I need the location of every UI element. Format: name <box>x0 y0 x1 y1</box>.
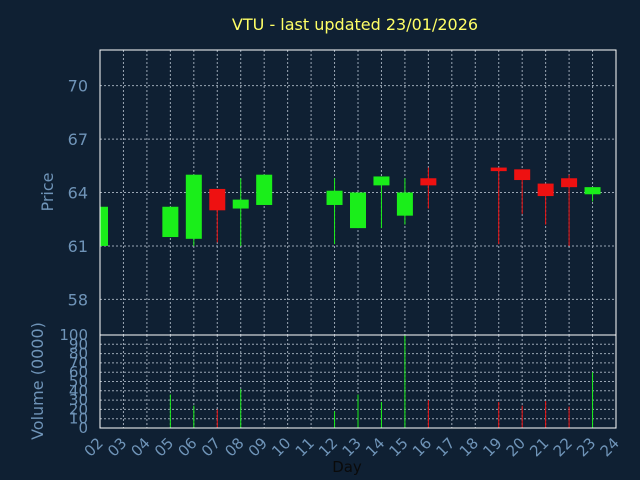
chart-title: VTU - last updated 23/01/2026 <box>232 15 478 34</box>
volume-tick-label: 40 <box>69 382 88 400</box>
candle-body-09 <box>256 174 273 205</box>
volume-tick-label: 50 <box>69 373 88 391</box>
candle-body-07 <box>209 188 226 211</box>
candle-body-16 <box>420 178 437 186</box>
volume-tick-label: 70 <box>69 354 88 372</box>
candle-body-23 <box>584 187 601 195</box>
candle-body-02 <box>100 206 108 246</box>
volume-tick-label: 10 <box>69 410 88 428</box>
candle-body-08 <box>232 199 249 209</box>
candle-body-12 <box>326 190 343 205</box>
candle-body-15 <box>396 192 413 216</box>
volume-panel-frame <box>99 334 617 429</box>
candle-body-19 <box>490 167 507 172</box>
price-tick-label: 70 <box>68 77 88 96</box>
price-axis-label: Price <box>38 172 57 211</box>
price-tick-label: 67 <box>68 130 88 149</box>
price-tick-label: 64 <box>68 184 88 203</box>
candle-body-13 <box>350 192 366 229</box>
price-tick-label: 58 <box>68 290 88 309</box>
candle-body-05 <box>162 206 179 238</box>
volume-tick-label: 100 <box>59 326 88 344</box>
volume-tick-label: 30 <box>69 391 88 409</box>
candle-body-21 <box>537 183 554 197</box>
candle-body-22 <box>561 178 578 188</box>
price-tick-label: 61 <box>68 237 88 256</box>
volume-tick-label: 60 <box>69 363 88 381</box>
volume-tick-label: 90 <box>69 335 88 353</box>
x-axis-label: Day <box>332 458 362 476</box>
volume-axis-label: Volume (0000) <box>28 322 47 440</box>
candle-body-14 <box>373 176 390 186</box>
volume-tick-label: 80 <box>69 345 88 363</box>
candle-body-06 <box>185 174 202 239</box>
volume-tick-label: 20 <box>69 400 88 418</box>
volume-tick-label: 0 <box>78 419 88 437</box>
candle-body-20 <box>514 169 531 181</box>
